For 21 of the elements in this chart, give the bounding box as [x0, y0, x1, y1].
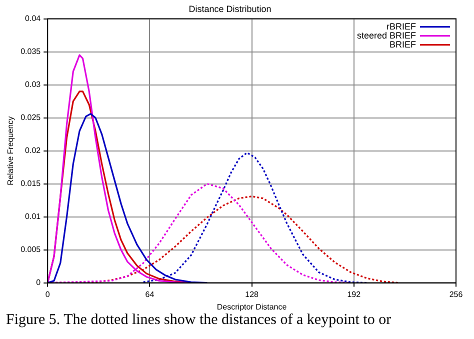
legend-label: BRIEF	[389, 39, 416, 50]
y-tick-label: 0.04	[25, 14, 42, 24]
x-tick-label: 256	[449, 290, 464, 299]
x-tick-label: 192	[347, 290, 362, 299]
y-tick-label: 0.01	[25, 212, 42, 222]
legend-label: rBRIEF	[386, 21, 416, 32]
chart-title: Distance Distribution	[188, 4, 272, 14]
legend-label: steered BRIEF	[356, 30, 416, 40]
x-tick-label: 0	[45, 290, 50, 299]
y-tick-label: 0	[36, 278, 42, 288]
y-tick-label: 0.03	[25, 80, 42, 90]
x-axis-title: Descriptor Distance	[216, 302, 288, 312]
y-tick-label: 0.025	[20, 113, 42, 122]
y-tick-label: 0.005	[20, 245, 42, 254]
y-tick-label: 0.035	[20, 47, 42, 56]
y-tick-label: 0.02	[25, 146, 42, 156]
x-tick-label: 128	[245, 290, 260, 299]
y-tick-label: 0.015	[20, 179, 42, 188]
y-axis-title: Relative Frequency	[6, 116, 16, 186]
x-tick-label: 64	[145, 290, 155, 299]
caption: Figure 5. The dotted lines show the distances of a keypoint to or	[5, 312, 392, 329]
